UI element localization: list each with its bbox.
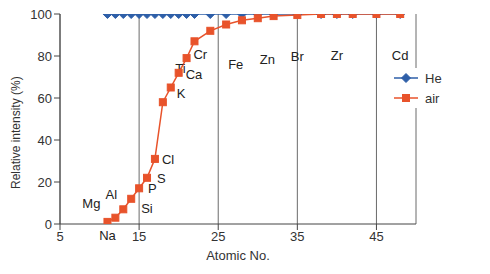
svg-text:Zr: Zr [331, 48, 344, 63]
svg-text:0: 0 [45, 217, 52, 232]
svg-text:60: 60 [38, 91, 52, 106]
svg-text:Relative intensity (%): Relative intensity (%) [9, 76, 23, 189]
html-text:He: He [425, 70, 442, 86]
svg-text:100: 100 [30, 8, 52, 22]
svg-text:Atomic No.: Atomic No. [206, 248, 270, 263]
svg-text:20: 20 [38, 175, 52, 190]
svg-text:Si: Si [141, 201, 153, 216]
svg-text:40: 40 [38, 133, 52, 148]
svg-text:Mg: Mg [82, 196, 100, 211]
svg-text:45: 45 [369, 229, 383, 244]
svg-text:80: 80 [38, 49, 52, 64]
svg-text:5: 5 [56, 229, 63, 244]
svg-text:Br: Br [291, 49, 305, 64]
svg-text:Ti: Ti [175, 61, 185, 76]
svg-text:K: K [177, 86, 186, 101]
svg-text:S: S [157, 171, 166, 186]
svg-text:Ca: Ca [186, 67, 203, 82]
svg-text:25: 25 [211, 229, 225, 244]
svg-text:Na: Na [99, 228, 116, 243]
svg-text:P: P [148, 181, 157, 196]
html-text:air: air [425, 90, 440, 106]
svg-text:Fe: Fe [228, 57, 243, 72]
svg-text:Cl: Cl [162, 152, 174, 167]
svg-text:Cr: Cr [193, 47, 207, 62]
svg-text:35: 35 [290, 229, 304, 244]
svg-text:Cd: Cd [392, 48, 409, 63]
svg-text:Al: Al [106, 187, 118, 202]
svg-text:Zn: Zn [260, 52, 275, 67]
svg-text:15: 15 [132, 229, 146, 244]
